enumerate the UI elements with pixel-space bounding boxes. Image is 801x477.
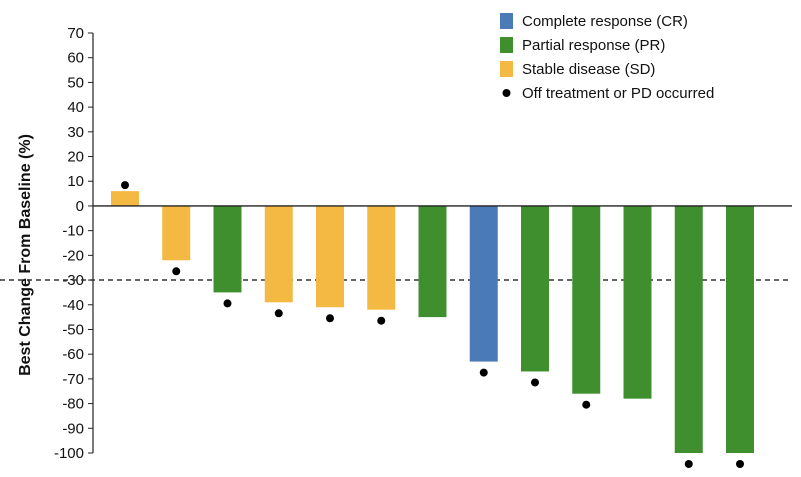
off-treatment-marker	[172, 267, 181, 276]
legend-label: Complete response (CR)	[522, 13, 688, 30]
bar	[726, 205, 754, 453]
off-treatment-marker	[274, 309, 283, 318]
off-treatment-marker	[223, 299, 232, 308]
off-treatment-marker	[684, 460, 693, 468]
bar	[264, 205, 293, 303]
y-tick-label: -40	[62, 297, 84, 314]
markers-group	[121, 181, 744, 468]
y-tick-label: -100	[54, 445, 84, 462]
bar	[521, 205, 549, 372]
bar	[162, 205, 191, 261]
bar	[418, 205, 447, 318]
legend-label: Partial response (PR)	[522, 37, 665, 54]
y-tick-label: 10	[67, 173, 84, 190]
y-tick-label: 40	[67, 99, 84, 116]
y-tick-label: -20	[62, 247, 84, 264]
bars-group	[111, 191, 754, 453]
y-tick-label: 60	[67, 50, 84, 67]
legend-label: Stable disease (SD)	[522, 61, 655, 78]
y-axis: 706050403020100-10-20-30-40-50-60-70-80-…	[54, 25, 94, 462]
off-treatment-marker	[377, 316, 386, 325]
off-treatment-marker	[582, 400, 591, 409]
legend-label: Off treatment or PD occurred	[522, 85, 714, 102]
bar	[572, 205, 601, 394]
y-tick-label: -70	[62, 371, 84, 388]
bar	[623, 205, 652, 399]
y-tick-label: 30	[67, 124, 84, 141]
off-treatment-marker	[479, 368, 488, 377]
legend: Complete response (CR) Partial response (…	[500, 13, 714, 102]
y-tick-label: -80	[62, 396, 84, 413]
legend-swatch	[500, 37, 513, 53]
off-treatment-marker	[121, 181, 129, 190]
off-treatment-marker	[326, 314, 334, 323]
y-tick-label: -50	[62, 321, 84, 338]
bar	[316, 205, 344, 308]
off-treatment-marker	[531, 378, 539, 387]
off-treatment-marker	[736, 460, 744, 468]
legend-marker	[502, 89, 511, 97]
bar	[367, 205, 396, 310]
y-tick-label: -60	[62, 346, 84, 363]
y-tick-label: 50	[67, 74, 84, 91]
y-tick-label: 20	[67, 149, 84, 166]
y-tick-label: -90	[62, 420, 84, 437]
bar	[674, 205, 703, 453]
bar	[469, 205, 498, 362]
legend-swatch	[500, 61, 513, 77]
bar	[111, 191, 139, 206]
legend-swatch	[500, 13, 513, 29]
y-tick-label: 0	[76, 198, 84, 215]
bar	[213, 205, 242, 293]
y-tick-label: 70	[67, 25, 84, 42]
y-tick-label: -10	[62, 223, 84, 240]
y-axis-title: Best Change From Baseline (%)	[17, 134, 34, 376]
